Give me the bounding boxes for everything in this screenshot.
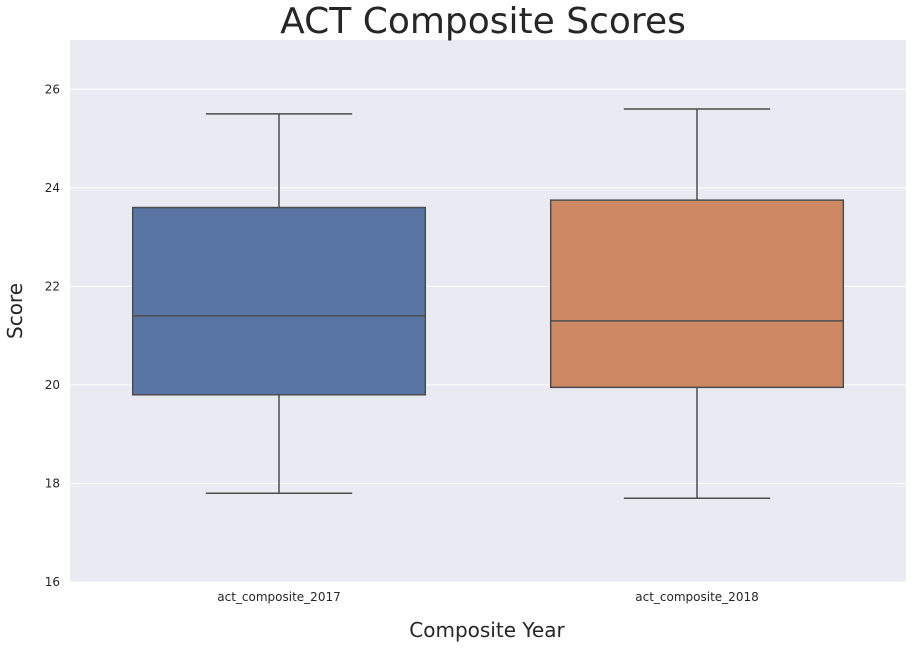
x-tick-label: act_composite_2017 bbox=[217, 590, 340, 604]
iqr-box bbox=[549, 199, 845, 389]
box-act_composite_2017 bbox=[131, 113, 427, 495]
y-tick-label: 20 bbox=[45, 378, 60, 392]
y-tick-labels: 16 18 20 22 24 26 bbox=[45, 82, 60, 589]
y-axis-label: Score bbox=[3, 283, 27, 339]
y-tick-label: 26 bbox=[45, 82, 60, 96]
chart-title: ACT Composite Scores bbox=[280, 1, 686, 42]
y-tick-label: 24 bbox=[45, 181, 60, 195]
x-tick-labels: act_composite_2017 act_composite_2018 bbox=[217, 590, 758, 604]
box-act_composite_2018 bbox=[549, 108, 845, 499]
y-tick-label: 18 bbox=[45, 476, 60, 490]
boxes bbox=[131, 108, 845, 499]
x-tick-label: act_composite_2018 bbox=[635, 590, 758, 604]
y-tick-label: 22 bbox=[45, 279, 60, 293]
y-tick-label: 16 bbox=[45, 575, 60, 589]
iqr-box bbox=[131, 206, 427, 396]
x-axis-label: Composite Year bbox=[409, 618, 565, 642]
